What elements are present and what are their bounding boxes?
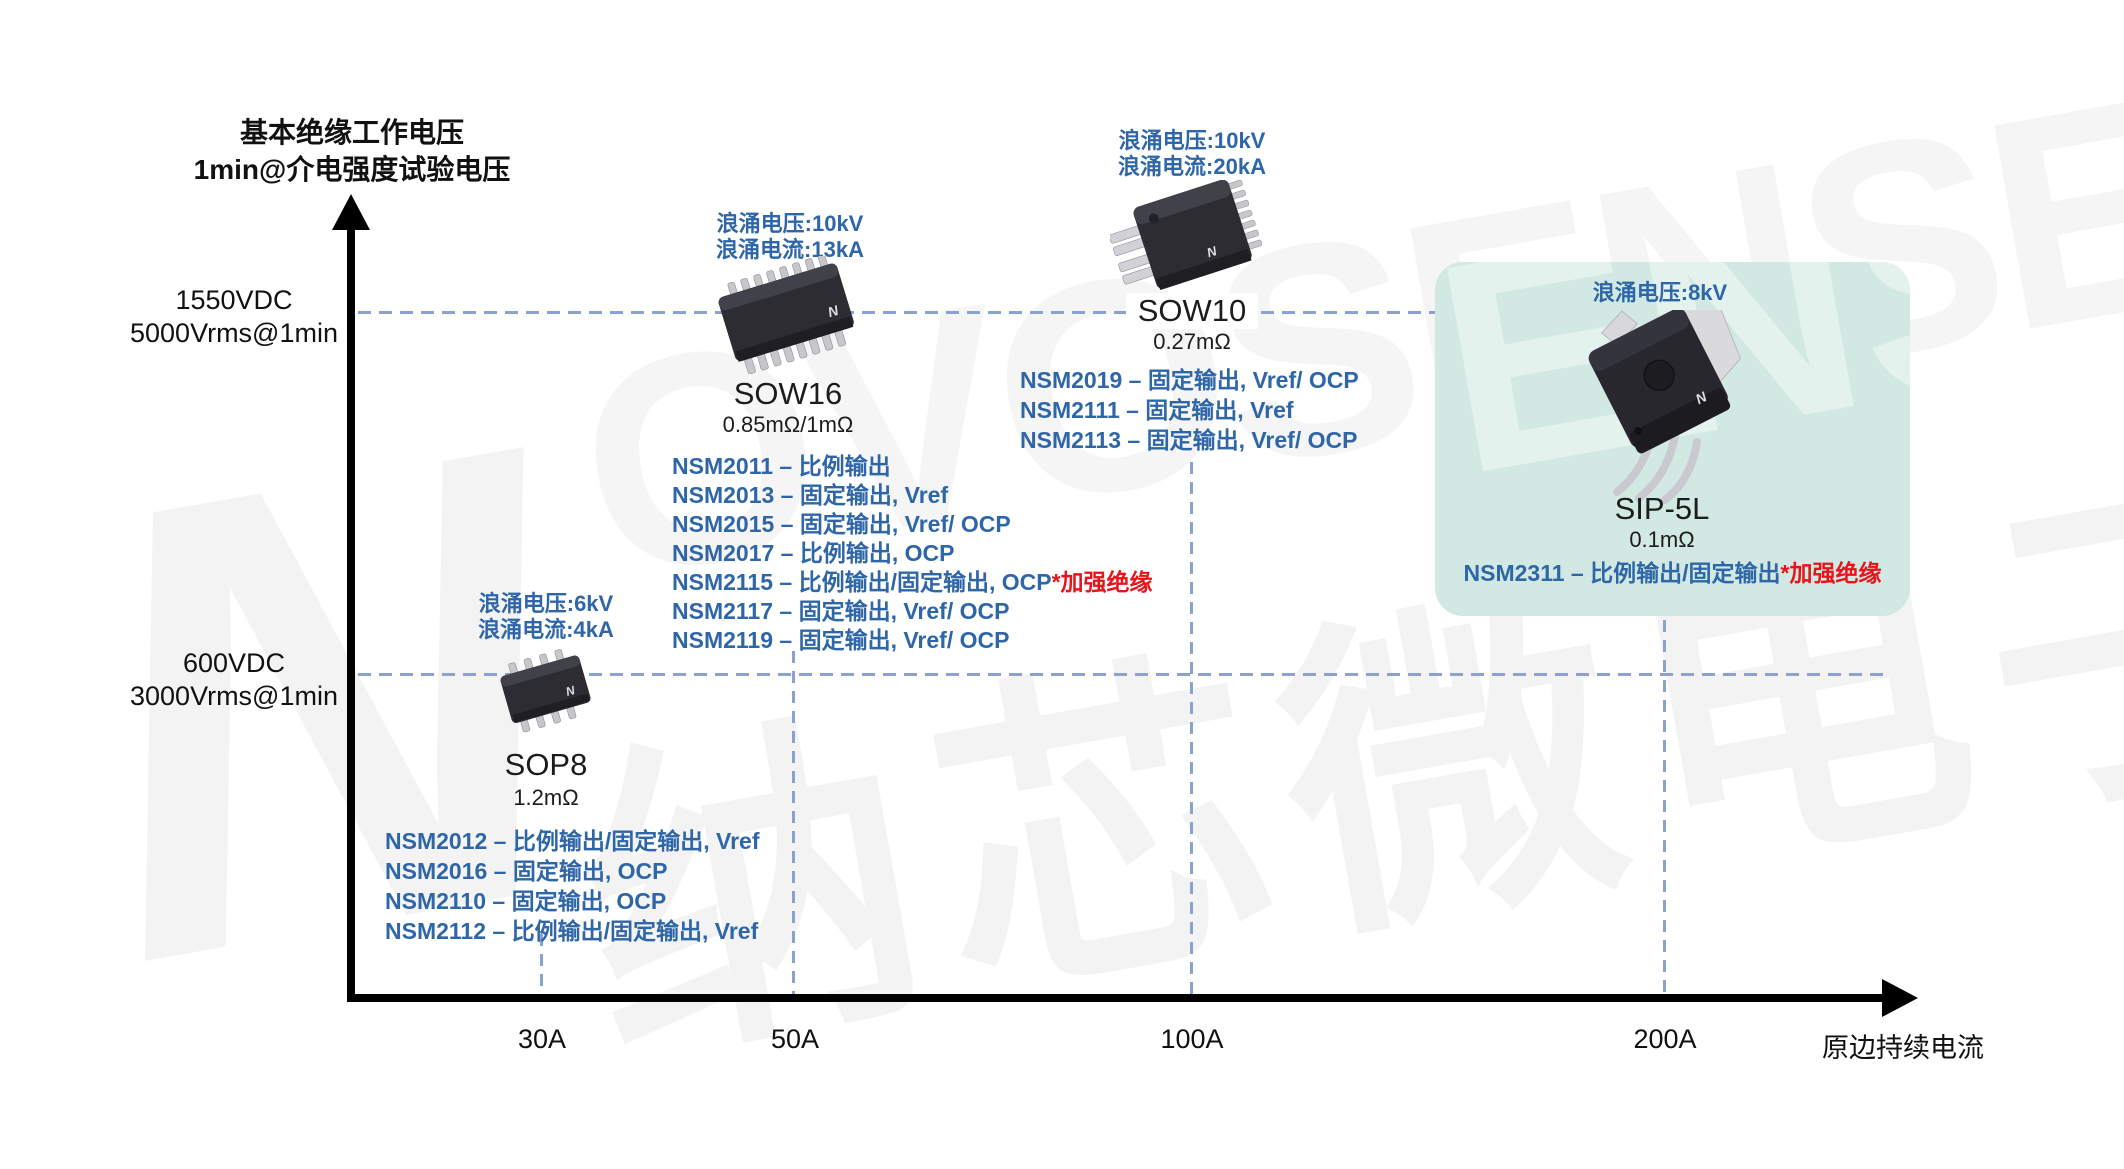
x-tick-50a: 50A xyxy=(770,1024,820,1054)
voltage-level-1550: 1550VDC 5000Vrms@1min xyxy=(114,284,354,350)
part-item: NSM2110 – 固定输出, OCP xyxy=(385,888,667,914)
part-item: NSM2111 – 固定输出, Vref xyxy=(1020,397,1294,423)
sip5l-package-text: SIP-5L xyxy=(1614,491,1710,526)
x-axis-arrowhead-icon xyxy=(1882,979,1918,1017)
sow10-surge-rating: 浪涌电压:10kV 浪涌电流:20kA xyxy=(1082,128,1302,180)
sop8-chip-image: N xyxy=(483,644,608,745)
svg-text:N: N xyxy=(564,683,577,699)
x-axis-line xyxy=(351,994,1887,1002)
sop8-parts-list: NSM2012 – 比例输出/固定输出, Vref NSM2016 – 固定输出,… xyxy=(385,826,760,946)
gridline-1550vdc xyxy=(358,311,1435,314)
sop8-package-text: SOP8 xyxy=(504,747,588,782)
y-axis-arrowhead-icon xyxy=(332,194,370,230)
sow16-parts-list: NSM2011 – 比例输出 NSM2013 – 固定输出, Vref NSM201… xyxy=(672,452,1153,655)
voltage-1550-dc: 1550VDC xyxy=(175,285,293,315)
x-tick-100a: 100A xyxy=(1160,1024,1224,1054)
part-item: NSM2119 – 固定输出, Vref/ OCP xyxy=(672,627,1010,653)
sow10-surge-current: 浪涌电流:20kA xyxy=(1118,154,1266,179)
x-axis-title: 原边持续电流 xyxy=(1822,1033,1984,1063)
sow10-chip-image: N xyxy=(1108,179,1272,303)
part-item: NSM2112 – 比例输出/固定输出, Vref xyxy=(385,918,759,944)
part-item: NSM2011 – 比例输出 xyxy=(672,453,891,479)
sip5l-resistance-label: 0.1mΩ xyxy=(1629,527,1695,552)
x-tick-200a: 200A xyxy=(1633,1024,1697,1054)
part-item: NSM2016 – 固定输出, OCP xyxy=(385,858,668,884)
part-item: NSM2015 – 固定输出, Vref/ OCP xyxy=(672,511,1011,537)
sop8-resistance-label: 1.2mΩ xyxy=(513,785,579,810)
voltage-1550-rms: 5000Vrms@1min xyxy=(130,318,338,348)
voltage-600-dc: 600VDC xyxy=(182,648,286,678)
sip5l-package-label: SIP-5L xyxy=(1552,491,1772,527)
part-item: NSM2012 – 比例输出/固定输出, Vref xyxy=(385,828,760,854)
y-axis-title-line2: 1min@介电强度试验电压 xyxy=(193,154,511,185)
gridline-600vdc xyxy=(358,673,1888,676)
sow16-package-text: SOW16 xyxy=(733,376,843,411)
part-item: NSM2019 – 固定输出, Vref/ OCP xyxy=(1020,367,1359,393)
reinforced-insulation-note: *加强绝缘 xyxy=(1051,569,1153,595)
gridline-30a xyxy=(540,934,543,996)
sow16-surge-voltage: 浪涌电压:10kV xyxy=(716,211,864,236)
sow10-package-label: SOW10 xyxy=(1082,293,1302,329)
part-item: NSM2013 – 固定输出, Vref xyxy=(672,482,949,508)
sip5l-surge-voltage: 浪涌电压:8kV xyxy=(1592,280,1728,305)
sop8-package-label: SOP8 xyxy=(436,747,656,783)
y-axis-line xyxy=(347,226,355,1002)
part-item: NSM2311 – 比例输出/固定输出*加强绝缘 xyxy=(1463,560,1882,586)
sip5l-chip-image: N xyxy=(1583,290,1761,510)
y-axis-title-line1: 基本绝缘工作电压 xyxy=(239,117,464,148)
voltage-level-600: 600VDC 3000Vrms@1min xyxy=(114,647,354,713)
sop8-surge-rating: 浪涌电压:6kV 浪涌电流:4kA xyxy=(436,591,656,643)
sow10-surge-voltage: 浪涌电压:10kV xyxy=(1118,128,1266,153)
sow16-package-label: SOW16 xyxy=(678,376,898,412)
reinforced-insulation-note: *加强绝缘 xyxy=(1780,560,1882,586)
sow16-surge-current: 浪涌电流:13kA xyxy=(716,237,864,262)
sow10-package-text: SOW10 xyxy=(1125,293,1259,329)
y-axis-title: 基本绝缘工作电压 1min@介电强度试验电压 xyxy=(132,114,572,188)
sow16-chip-image: N xyxy=(695,254,877,379)
sop8-surge-voltage: 浪涌电压:6kV xyxy=(478,591,614,616)
part-item: NSM2117 – 固定输出, Vref/ OCP xyxy=(672,598,1010,624)
sop8-surge-current: 浪涌电流:4kA xyxy=(478,617,614,642)
sow10-resistance-label: 0.27mΩ xyxy=(1153,329,1231,354)
voltage-600-rms: 3000Vrms@1min xyxy=(130,681,338,711)
gridline-200a xyxy=(1663,620,1666,996)
part-item: NSM2017 – 比例输出, OCP xyxy=(672,540,955,566)
part-item: NSM2113 – 固定输出, Vref/ OCP xyxy=(1020,427,1358,453)
part-item: NSM2115 – 比例输出/固定输出, OCP*加强绝缘 xyxy=(672,569,1153,595)
sip5l-surge-rating: 浪涌电压:8kV xyxy=(1550,280,1770,306)
x-tick-30a: 30A xyxy=(517,1024,567,1054)
sow16-surge-rating: 浪涌电压:10kV 浪涌电流:13kA xyxy=(680,211,900,263)
sow16-resistance-label: 0.85mΩ/1mΩ xyxy=(722,412,854,437)
gridline-100a xyxy=(1190,462,1193,996)
gridline-50a xyxy=(792,651,795,996)
sip5l-parts-list: NSM2311 – 比例输出/固定输出*加强绝缘 xyxy=(1435,559,1910,588)
sow10-parts-list: NSM2019 – 固定输出, Vref/ OCP NSM2111 – 固定输出,… xyxy=(1020,365,1359,455)
